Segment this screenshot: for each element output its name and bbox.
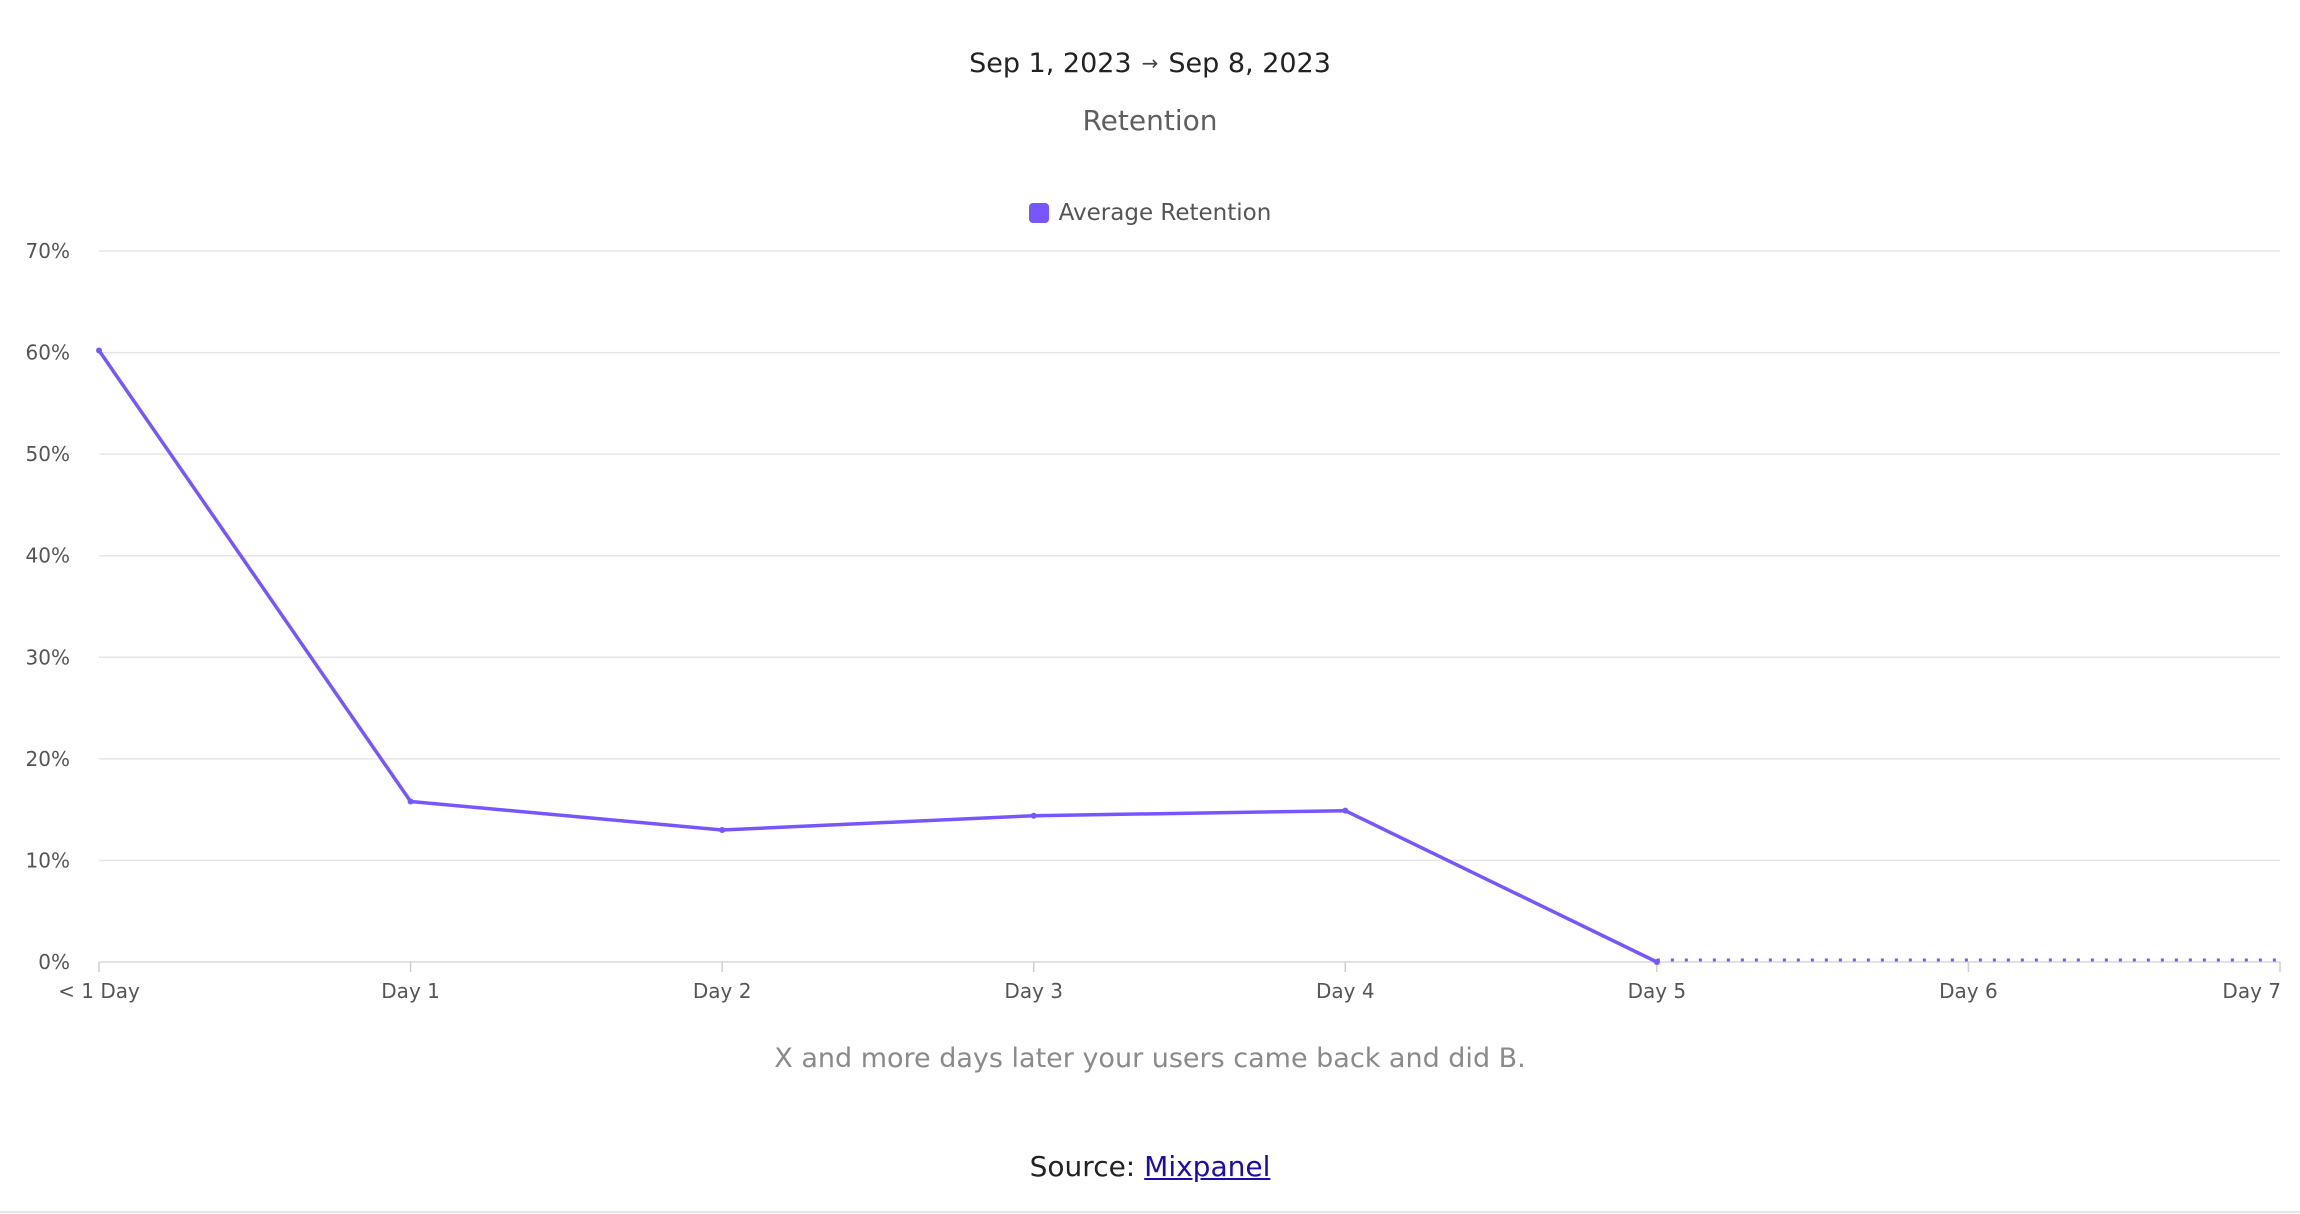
x-tick-label: Day 5 xyxy=(1628,979,1687,1003)
x-tick-label: Day 7 xyxy=(2222,979,2281,1003)
data-point xyxy=(1030,812,1037,819)
divider xyxy=(0,1211,2300,1213)
date-range: Sep 1, 2023 → Sep 8, 2023 xyxy=(0,48,2300,79)
date-range-end: Sep 8, 2023 xyxy=(1168,48,1331,79)
series-line-average-retention xyxy=(97,348,1659,964)
y-tick-label: 70% xyxy=(26,239,70,263)
data-point xyxy=(96,347,102,354)
source-link[interactable]: Mixpanel xyxy=(1144,1150,1271,1183)
y-tick-label: 10% xyxy=(26,848,70,872)
data-point xyxy=(1342,807,1349,814)
legend-label-average-retention[interactable]: Average Retention xyxy=(1058,200,1272,226)
y-tick-label: 30% xyxy=(26,645,70,669)
x-tick-label: Day 1 xyxy=(381,979,440,1003)
data-point xyxy=(719,826,726,833)
chart-legend: Average Retention xyxy=(0,200,2300,226)
chart-title: Retention xyxy=(1082,104,1218,137)
y-tick-label: 20% xyxy=(26,747,70,771)
source-line: Source: Mixpanel xyxy=(0,1150,2300,1183)
x-tick-label: < 1 Day xyxy=(58,979,140,1003)
date-range-start: Sep 1, 2023 xyxy=(969,48,1132,79)
y-tick-label: 60% xyxy=(26,341,70,365)
y-tick-label: 40% xyxy=(26,544,70,568)
data-point xyxy=(407,798,414,805)
y-tick-label: 0% xyxy=(38,950,70,974)
x-tick-label: Day 4 xyxy=(1316,979,1375,1003)
y-tick-label: 50% xyxy=(26,442,70,466)
chart-caption: X and more days later your users came ba… xyxy=(774,1043,1526,1074)
arrow-right-icon: → xyxy=(1141,51,1159,75)
x-tick-label: Day 3 xyxy=(1004,979,1063,1003)
x-tick-label: Day 2 xyxy=(693,979,752,1003)
data-point xyxy=(1653,959,1660,965)
source-label: Source: xyxy=(1029,1150,1145,1183)
legend-swatch-average-retention xyxy=(1028,203,1049,223)
x-tick-label: Day 6 xyxy=(1939,979,1998,1003)
